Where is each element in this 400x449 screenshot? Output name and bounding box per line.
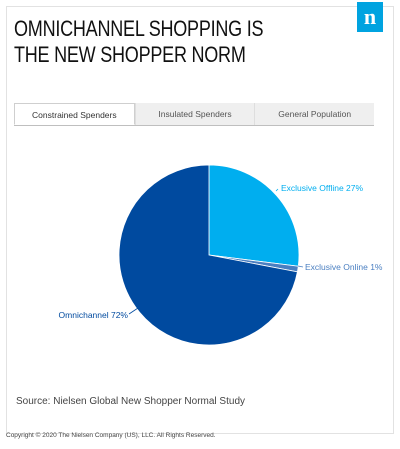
slice-label-3: Omnichannel 72%: [59, 310, 129, 320]
tab-insulated-spenders[interactable]: Insulated Spenders: [134, 103, 255, 125]
chart-title: OMNICHANNEL SHOPPING IS THE NEW SHOPPER …: [14, 16, 264, 68]
segment-tabs: Constrained Spenders Insulated Spenders …: [14, 103, 375, 126]
source-note: Source: Nielsen Global New Shopper Norma…: [16, 396, 245, 407]
slice-leader-line-2: [297, 265, 304, 268]
slice-leader-line-3: [128, 307, 139, 315]
tab-general-population[interactable]: General Population: [254, 103, 375, 125]
tab-constrained-spenders[interactable]: Constrained Spenders: [14, 103, 135, 125]
slice-label-1: Exclusive Offline 27%: [281, 183, 363, 193]
slice-leader-line-1: [275, 188, 279, 192]
copyright-note: Copyright © 2020 The Nielsen Company (US…: [6, 432, 216, 439]
pie-slice-3[interactable]: [118, 164, 298, 346]
slice-label-2: Exclusive Online 1%: [305, 262, 383, 272]
nielsen-logo: n: [357, 2, 383, 32]
pie-slice-1[interactable]: [208, 164, 300, 267]
